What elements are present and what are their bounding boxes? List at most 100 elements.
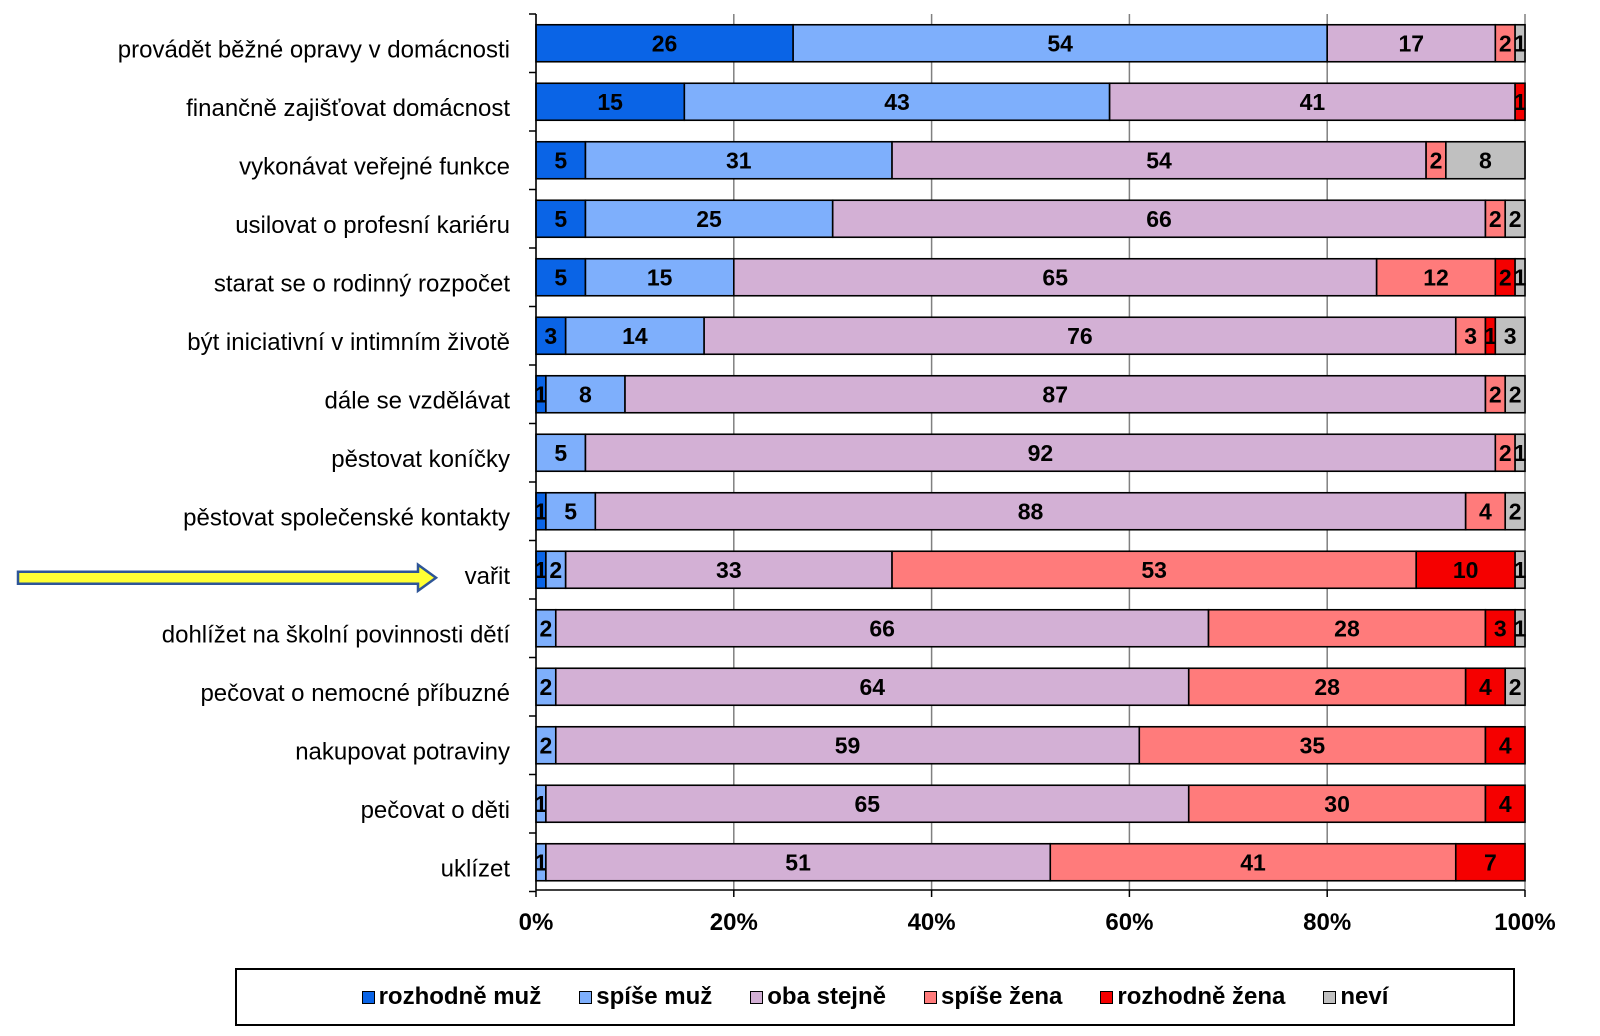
legend-swatch	[1323, 990, 1337, 1004]
arrow-icon	[16, 562, 439, 594]
x-axis: 0% 20% 40% 60% 80% 100%	[519, 13, 1556, 936]
data-label: 1	[1514, 264, 1527, 290]
bar-segment	[732, 257, 1378, 297]
bar-segment	[584, 257, 735, 297]
data-label: 54	[1146, 147, 1172, 173]
bar-segment	[554, 608, 1210, 648]
data-label: 1	[535, 557, 548, 583]
legend-label: neví	[1340, 983, 1389, 1010]
bar-segment	[1504, 374, 1526, 414]
data-label: 10	[1453, 557, 1479, 583]
bar-segment	[1504, 199, 1526, 239]
bar-segment	[1207, 608, 1487, 648]
data-label: 5	[554, 206, 567, 232]
data-label: 1	[1514, 89, 1527, 115]
data-label: 4	[1479, 674, 1492, 700]
bar-segment	[584, 433, 1497, 473]
data-label: 1	[535, 498, 548, 524]
bar-segment	[1514, 23, 1526, 63]
legend-label: spíše muž	[596, 983, 713, 1010]
legend-swatch	[923, 990, 937, 1004]
data-label: 3	[1494, 615, 1507, 641]
bar-segment	[1375, 257, 1497, 297]
bar-segment	[535, 23, 794, 63]
bar-segment	[683, 82, 1111, 122]
bar-segment	[1415, 550, 1516, 590]
data-label: 2	[1509, 381, 1522, 407]
data-label: 5	[554, 147, 567, 173]
data-label: 2	[1489, 206, 1502, 232]
category-label: dále se vzdělávat	[325, 387, 511, 414]
data-label: 1	[1484, 323, 1497, 349]
legend-label: oba stejně	[767, 983, 886, 1010]
data-label: 3	[1504, 323, 1517, 349]
bar-segment	[545, 491, 597, 531]
data-label: 43	[884, 89, 910, 115]
bar-segment	[1504, 491, 1526, 531]
bar-segment	[891, 550, 1418, 590]
bar-segment	[1464, 667, 1507, 707]
bars: 26 54 17 2 115 43 41 15 31 54 2 85 25 66 2 25 15 65 12 2 13 1…	[535, 23, 1527, 882]
bar-segment	[1187, 784, 1487, 824]
data-label: 1	[535, 381, 548, 407]
bar-segment	[1514, 550, 1526, 590]
legend-item: spíše muž	[579, 983, 712, 1011]
data-label: 17	[1398, 30, 1424, 56]
legend-item: oba stejně	[750, 983, 886, 1011]
data-label: 3	[544, 323, 557, 349]
bar-segment	[535, 257, 587, 297]
category-label: usilovat o profesní kariéru	[235, 212, 510, 239]
legend-label: rozhodně žena	[1117, 983, 1286, 1010]
data-label: 15	[647, 264, 673, 290]
x-tick-label: 20%	[710, 909, 758, 936]
bar-segment	[535, 140, 587, 180]
category-label: provádět běžné opravy v domácnosti	[118, 36, 510, 63]
data-label: 65	[1042, 264, 1068, 290]
category-label: finančně zajišťovat domácnost	[186, 95, 510, 122]
bar-segment	[831, 199, 1487, 239]
legend-swatch	[361, 990, 375, 1004]
data-label: 76	[1067, 323, 1093, 349]
bar-segment	[1514, 82, 1526, 122]
bar-segment	[624, 374, 1487, 414]
bar-segment	[1504, 667, 1526, 707]
legend: rozhodně muž spíše muž oba stejně spíše žen…	[235, 968, 1515, 1026]
bar-segment	[564, 316, 705, 356]
bar-segment	[554, 725, 1141, 765]
data-label: 2	[539, 732, 552, 758]
legend-label: rozhodně muž	[378, 983, 542, 1010]
bar-segment	[594, 491, 1467, 531]
category-label: dohlížet na školní povinnosti dětí	[162, 621, 511, 648]
bar-segment	[1494, 316, 1526, 356]
data-label: 2	[1509, 674, 1522, 700]
data-label: 2	[549, 557, 562, 583]
data-label: 1	[1514, 440, 1527, 466]
data-label: 5	[554, 264, 567, 290]
data-label: 41	[1300, 89, 1326, 115]
data-label: 2	[1489, 381, 1502, 407]
data-label: 28	[1314, 674, 1340, 700]
legend-swatch	[1100, 990, 1114, 1004]
x-tick-label: 100%	[1494, 909, 1555, 936]
data-label: 25	[696, 206, 722, 232]
bar-segment	[1464, 491, 1507, 531]
bar-segment	[1445, 140, 1526, 180]
data-label: 53	[1141, 557, 1167, 583]
data-label: 1	[535, 791, 548, 817]
bar-segment	[584, 199, 834, 239]
data-label: 59	[835, 732, 861, 758]
x-tick-label: 0%	[519, 909, 554, 936]
legend-item: spíše žena	[923, 983, 1062, 1011]
data-label: 2	[1509, 206, 1522, 232]
data-label: 14	[622, 323, 648, 349]
legend-item: rozhodně muž	[361, 983, 542, 1011]
data-label: 35	[1300, 732, 1326, 758]
highlight-arrow	[16, 562, 439, 594]
bar-segment	[1514, 433, 1526, 473]
data-label: 1	[1514, 30, 1527, 56]
data-label: 5	[554, 440, 567, 466]
data-label: 2	[1509, 498, 1522, 524]
data-label: 51	[785, 849, 811, 875]
data-label: 1	[1514, 615, 1527, 641]
bar-segment	[1454, 316, 1487, 356]
